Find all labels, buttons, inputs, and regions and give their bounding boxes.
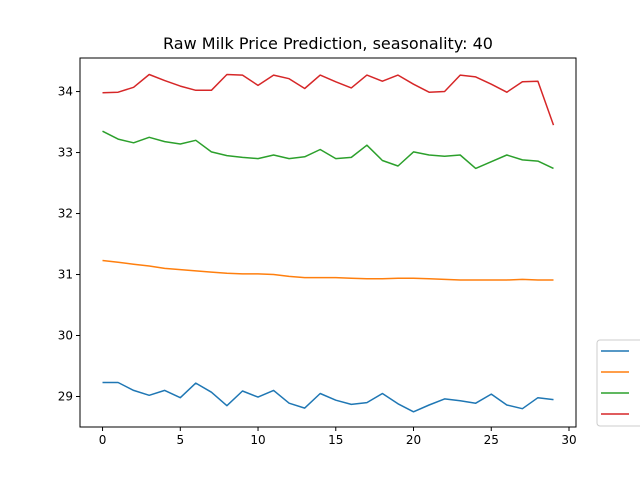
y-axis: 29 30 31 32 33 34 <box>58 85 80 404</box>
x-tick-label: 25 <box>484 433 499 447</box>
x-tick-label: 30 <box>561 433 576 447</box>
x-tick-label: 0 <box>99 433 107 447</box>
y-tick-label: 29 <box>58 390 73 404</box>
series-line-4 <box>102 73 555 126</box>
series-line-3 <box>102 130 554 170</box>
x-axis: 0 5 10 15 20 25 30 <box>99 427 577 447</box>
chart-title: Raw Milk Price Prediction, seasonality: … <box>163 34 493 53</box>
x-tick-label: 10 <box>250 433 265 447</box>
y-tick-label: 34 <box>58 85 73 99</box>
legend-box <box>596 339 640 427</box>
y-tick-label: 30 <box>58 329 73 343</box>
x-tick-label: 15 <box>328 433 343 447</box>
x-tick-label: 20 <box>406 433 421 447</box>
legend <box>596 339 640 427</box>
y-tick-label: 33 <box>58 146 73 160</box>
plot-frame <box>79 57 577 428</box>
y-tick-label: 32 <box>58 207 73 221</box>
x-tick-label: 5 <box>176 433 184 447</box>
series-line-2 <box>102 259 554 281</box>
series-line-1 <box>102 381 554 413</box>
y-tick-label: 31 <box>58 268 73 282</box>
plot-lines <box>102 73 555 413</box>
